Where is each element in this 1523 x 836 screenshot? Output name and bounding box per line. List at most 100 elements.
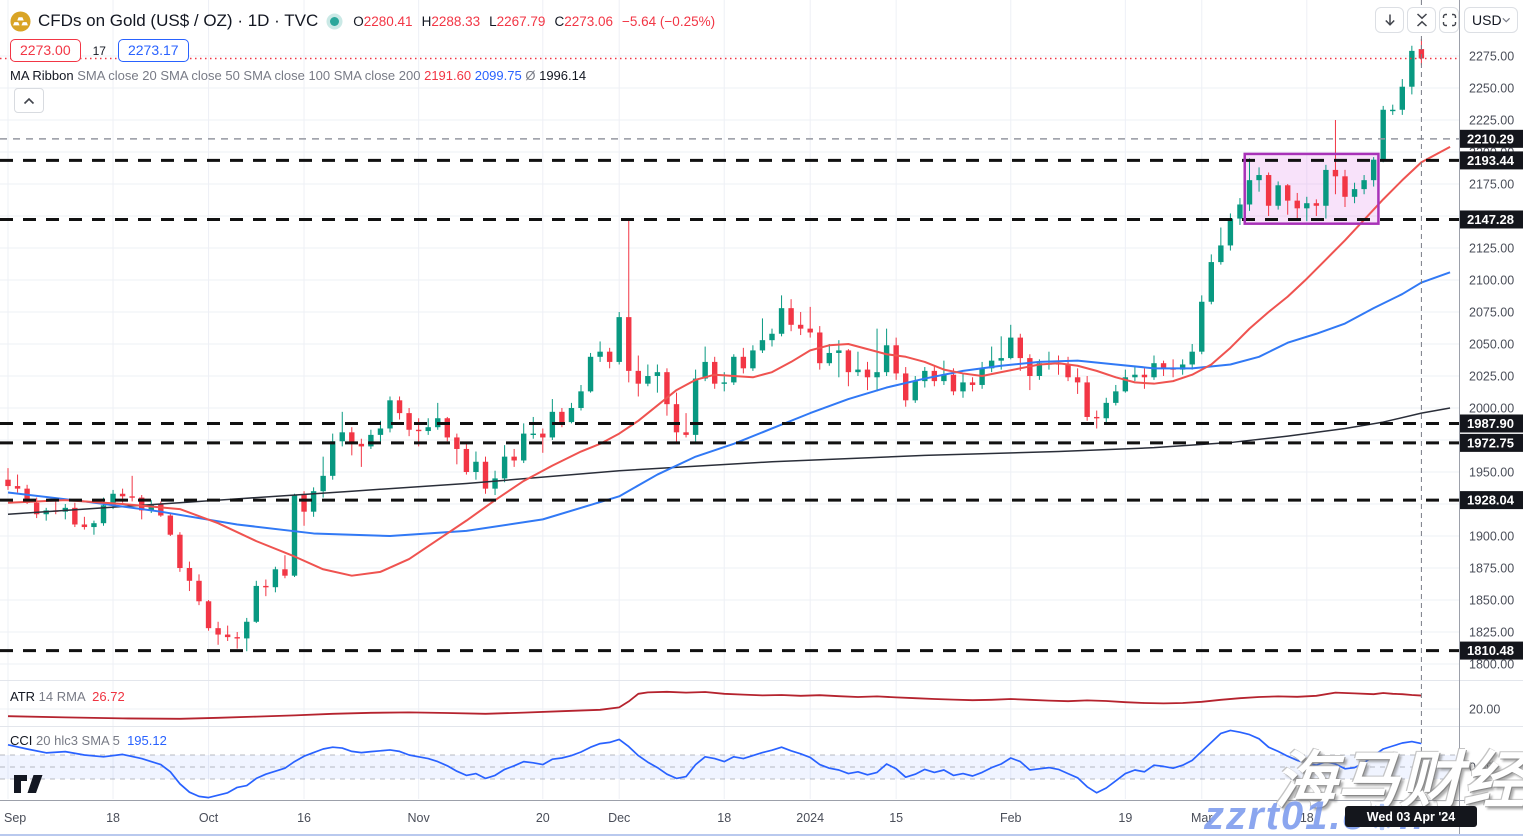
candle-body <box>960 382 966 392</box>
candle-body <box>1036 363 1043 376</box>
candle-body <box>320 475 326 492</box>
site-watermark: zzrt01.c⚙n <box>1204 794 1426 836</box>
candle-body <box>1409 50 1415 87</box>
currency-dropdown[interactable]: USD <box>1464 7 1518 33</box>
price-level-badge-text: 1928.04 <box>1467 493 1515 508</box>
current-date-badge: Wed 03 Apr '24 <box>1345 806 1477 827</box>
candle-body <box>349 432 355 444</box>
spread-value: 17 <box>92 43 106 58</box>
candle-body <box>654 372 661 376</box>
market-status-dot-icon[interactable] <box>330 16 340 26</box>
candle-body <box>1074 377 1081 383</box>
candle-body <box>1390 109 1396 112</box>
candle-body <box>1008 337 1014 359</box>
price-axis-label: 2250.00 <box>1469 82 1514 96</box>
cci-legend[interactable]: CCI 20 hlc3 SMA 5 195.12 <box>10 733 167 748</box>
price-level-badge <box>1460 129 1523 148</box>
candle-body <box>845 350 852 373</box>
candle-body <box>1141 374 1148 378</box>
candle-body <box>158 504 164 516</box>
candle-body <box>1227 218 1234 246</box>
scroll-to-realtime-button[interactable] <box>1375 7 1404 33</box>
ma-line-sma-20 <box>7 145 1451 577</box>
candle-body <box>635 370 641 384</box>
candle-body <box>186 568 193 581</box>
fullscreen-button[interactable] <box>1439 7 1459 33</box>
candle-body <box>788 308 794 325</box>
candle-body <box>874 372 880 378</box>
candle-body <box>330 441 336 476</box>
candle-body <box>969 382 976 385</box>
candle-body <box>1246 180 1253 205</box>
candle-body <box>587 356 594 392</box>
candle-body <box>673 404 680 433</box>
candle-body <box>511 456 517 461</box>
tradingview-logo[interactable] <box>13 774 46 799</box>
price-level-badge <box>1460 433 1523 452</box>
candle-body <box>1017 337 1023 359</box>
sell-button[interactable]: 2273.00 <box>10 39 81 62</box>
symbol-legend[interactable]: CFDs on Gold (US$ / OZ) · 1D · TVC O2280… <box>10 8 715 34</box>
time-axis-label: Dec <box>608 811 630 825</box>
candle-body <box>244 621 250 639</box>
candle-body <box>368 434 374 447</box>
candle-body <box>721 382 727 384</box>
candle-body <box>626 317 632 371</box>
candle-body <box>606 351 613 362</box>
candle-body <box>540 433 546 438</box>
price-level-badge-text: 2210.29 <box>1467 131 1514 146</box>
candle-body <box>1342 176 1348 197</box>
candle-body <box>1237 204 1243 219</box>
buy-button[interactable]: 2273.17 <box>117 39 189 62</box>
candle-body <box>1256 175 1262 181</box>
candle-body <box>683 432 689 435</box>
ohlc-high: H2288.33 <box>421 13 481 29</box>
candle-body <box>72 507 78 525</box>
candle-body <box>578 391 584 408</box>
candle-body <box>91 523 97 528</box>
cci-line <box>7 729 1422 799</box>
price-change: −5.64 (−0.25%) <box>622 13 716 29</box>
candle-body <box>702 361 708 379</box>
time-axis-label: 15 <box>889 811 903 825</box>
candle-body <box>836 350 842 353</box>
candle-body <box>941 374 947 382</box>
candle-body <box>1103 402 1109 419</box>
price-axis-label: 2175.00 <box>1469 178 1514 192</box>
candle-body <box>282 569 288 576</box>
candle-body <box>81 524 88 528</box>
candle-body <box>864 369 871 378</box>
candle-body <box>396 400 403 414</box>
candle-body <box>778 308 785 334</box>
candle-body <box>482 461 489 489</box>
candle-body <box>1380 109 1386 160</box>
currency-value: USD <box>1472 12 1502 28</box>
candle-body <box>1160 363 1167 369</box>
candle-body <box>1065 364 1071 378</box>
ohlc-low: L2267.79 <box>489 13 546 29</box>
collapse-legend-button[interactable] <box>14 88 44 113</box>
candle-body <box>750 350 756 369</box>
ma-ribbon-legend[interactable]: MA Ribbon SMA close 20 SMA close 50 SMA … <box>10 68 587 83</box>
candle-body <box>119 493 126 497</box>
candle-body <box>33 502 40 515</box>
price-axis-label: 1875.00 <box>1469 562 1514 576</box>
collapse-pane-button[interactable] <box>1407 7 1436 33</box>
candle-body <box>950 374 957 392</box>
candle-body <box>339 432 345 442</box>
arrow-down-icon <box>1384 14 1395 26</box>
candle-body <box>492 478 498 489</box>
candle-body <box>463 448 470 472</box>
candle-body <box>253 585 259 622</box>
price-axis-label: 1825.00 <box>1469 626 1514 640</box>
candle-body <box>177 534 183 568</box>
atr-legend[interactable]: ATR 14 RMA 26.72 <box>10 689 125 704</box>
candle-body <box>1370 159 1377 181</box>
candle-body <box>110 493 116 506</box>
price-level-badge <box>1460 414 1523 433</box>
candle-body <box>1208 262 1214 302</box>
candle-body <box>883 345 890 373</box>
ohlc-close: C2273.06 <box>554 13 614 29</box>
